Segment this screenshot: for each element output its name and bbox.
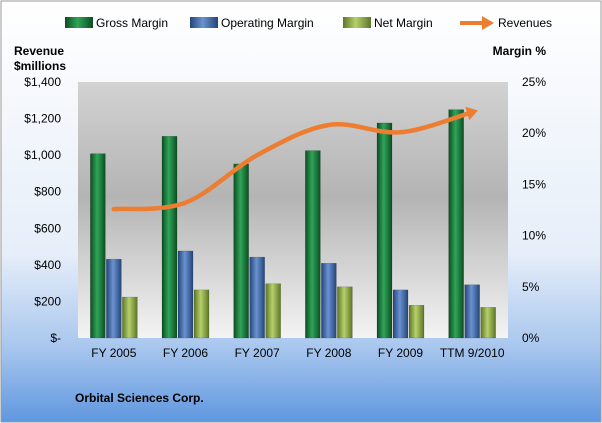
right-tick-label: 10%	[522, 229, 546, 243]
bar-operating-margin	[106, 258, 122, 339]
revenue-arrowhead	[465, 106, 478, 121]
legend-swatch-gross-margin	[65, 17, 93, 28]
bar-net-margin	[408, 304, 425, 339]
right-axis-title: Margin %	[493, 44, 547, 58]
left-axis-title-line1: Revenue	[14, 44, 64, 58]
left-tick-label: $800	[34, 185, 61, 199]
legend-label-revenues: Revenues	[498, 16, 552, 30]
bar-gross-margin	[305, 150, 321, 339]
bar-operating-margin	[392, 289, 409, 339]
legend-item-revenues: Revenues	[460, 16, 552, 30]
bar-net-margin	[122, 296, 138, 339]
revenue-line	[111, 109, 475, 212]
right-tick-label: 25%	[522, 75, 546, 89]
bar-net-margin	[337, 286, 353, 339]
left-axis-ticks: $- $200 $400 $600 $800 $1,000 $1,200 $1,400	[24, 75, 61, 345]
legend: Gross Margin Operating Margin Net Margin…	[65, 16, 552, 30]
legend-item-net-margin: Net Margin	[343, 16, 433, 30]
legend-arrow-icon	[482, 16, 494, 30]
bar-gross-margin	[161, 136, 178, 339]
category-label: FY 2009	[378, 346, 423, 360]
left-axis-title-line2: $millions	[14, 59, 66, 73]
left-tick-label: $600	[34, 221, 61, 235]
left-tick-label: $1,400	[24, 75, 61, 89]
right-tick-label: 15%	[522, 177, 546, 191]
category-label: FY 2008	[306, 346, 351, 360]
legend-label-net-margin: Net Margin	[374, 16, 433, 30]
bar-operating-margin	[464, 284, 480, 339]
category-label: FY 2006	[163, 346, 208, 360]
revenue-line-layer	[111, 106, 478, 212]
right-tick-label: 5%	[522, 280, 540, 294]
category-label: FY 2005	[91, 346, 136, 360]
bar-gross-margin	[448, 109, 464, 339]
bar-series	[90, 109, 496, 339]
bar-gross-margin	[233, 163, 249, 339]
category-label: TTM 9/2010	[440, 346, 505, 360]
legend-item-operating-margin: Operating Margin	[190, 16, 314, 30]
left-tick-label: $1,000	[24, 148, 61, 162]
category-labels: FY 2005 FY 2006 FY 2007 FY 2008 FY 2009 TTM 9…	[91, 346, 505, 360]
bar-operating-margin	[177, 250, 194, 339]
legend-label-gross-margin: Gross Margin	[96, 16, 168, 30]
left-tick-label: $-	[50, 331, 61, 345]
bar-net-margin	[193, 289, 210, 339]
bar-gross-margin	[376, 122, 393, 339]
bar-net-margin	[480, 307, 496, 339]
legend-label-operating-margin: Operating Margin	[221, 16, 314, 30]
legend-swatch-operating-margin	[190, 17, 218, 28]
bar-operating-margin	[321, 262, 337, 339]
right-axis-ticks: 0% 5% 10% 15% 20% 25%	[522, 75, 546, 345]
company-name: Orbital Sciences Corp.	[75, 391, 204, 405]
legend-item-gross-margin: Gross Margin	[65, 16, 168, 30]
legend-swatch-net-margin	[343, 17, 371, 28]
right-tick-label: 0%	[522, 331, 540, 345]
right-tick-label: 20%	[522, 126, 546, 140]
left-tick-label: $200	[34, 294, 61, 308]
bar-net-margin	[265, 283, 281, 339]
left-tick-label: $400	[34, 258, 61, 272]
left-tick-label: $1,200	[24, 112, 61, 126]
category-label: FY 2007	[235, 346, 280, 360]
bar-gross-margin	[90, 153, 106, 339]
bar-operating-margin	[249, 256, 265, 339]
